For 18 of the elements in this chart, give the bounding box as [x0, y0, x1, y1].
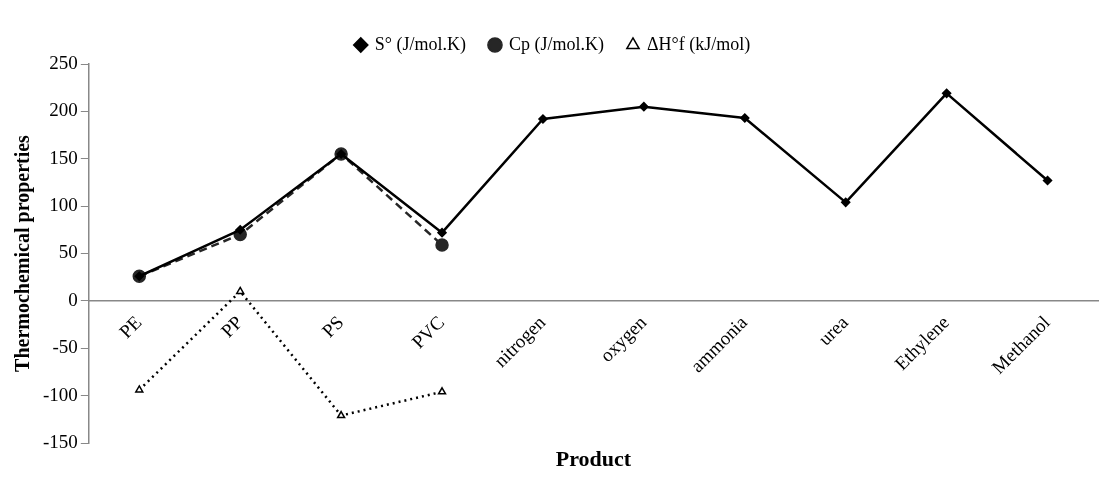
y-tick-label: -100 — [43, 383, 78, 405]
x-axis-title: Product — [555, 445, 632, 471]
y-tick-label: 150 — [49, 146, 78, 168]
y-tick-label: 200 — [49, 99, 78, 121]
y-tick-label: -50 — [52, 336, 78, 358]
y-tick-label: 100 — [49, 194, 78, 216]
x-tick-label: urea — [814, 311, 853, 350]
legend-label: Cp (J/mol.K) — [508, 33, 604, 55]
y-tick-label: 250 — [49, 51, 78, 73]
legend-label: S° (J/mol.K) — [374, 33, 466, 55]
y-tick-label: -150 — [43, 430, 78, 452]
x-tick-label: PE — [115, 311, 146, 342]
x-tick-label: PP — [216, 311, 247, 342]
x-tick-label: PS — [317, 311, 348, 342]
y-tick-label: 0 — [68, 288, 78, 310]
legend-label: ΔH°f (kJ/mol) — [646, 33, 751, 55]
y-axis-title: Thermochemical properties — [11, 134, 35, 372]
y-tick-label: 50 — [58, 241, 78, 263]
